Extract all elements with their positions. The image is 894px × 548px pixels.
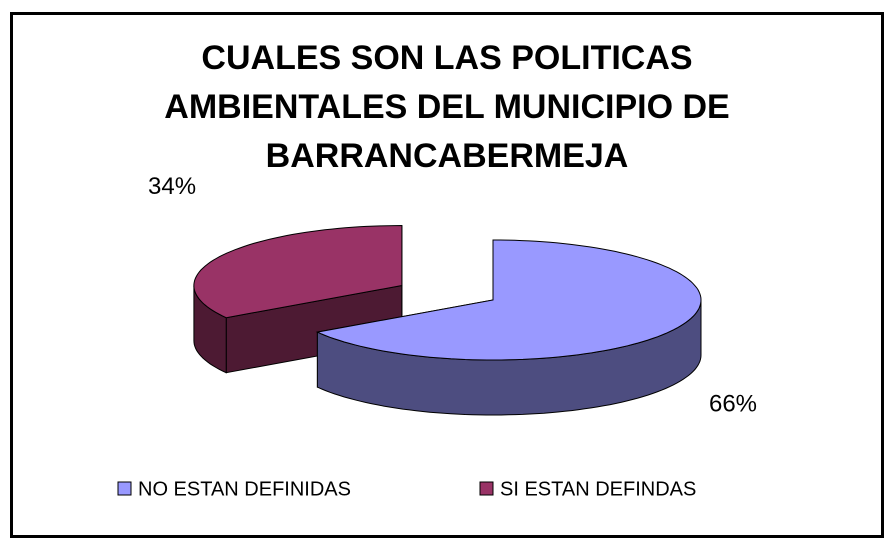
legend-label: NO ESTAN DEFINIDAS: [138, 478, 351, 500]
pie-slice: [315, 239, 702, 416]
legend-label: SI ESTAN DEFINDAS: [500, 478, 696, 500]
slice-top: [315, 239, 702, 361]
pie-slice: [193, 224, 403, 374]
data-label: 66%: [709, 390, 757, 417]
chart-title: CUALES SON LAS POLITICAS AMBIENTALES DEL…: [164, 39, 730, 175]
data-label: 34%: [148, 173, 196, 200]
legend-swatch: [117, 481, 132, 496]
slice-top: [193, 224, 403, 319]
chart-frame: [10, 12, 884, 538]
legend-swatch: [479, 481, 494, 496]
